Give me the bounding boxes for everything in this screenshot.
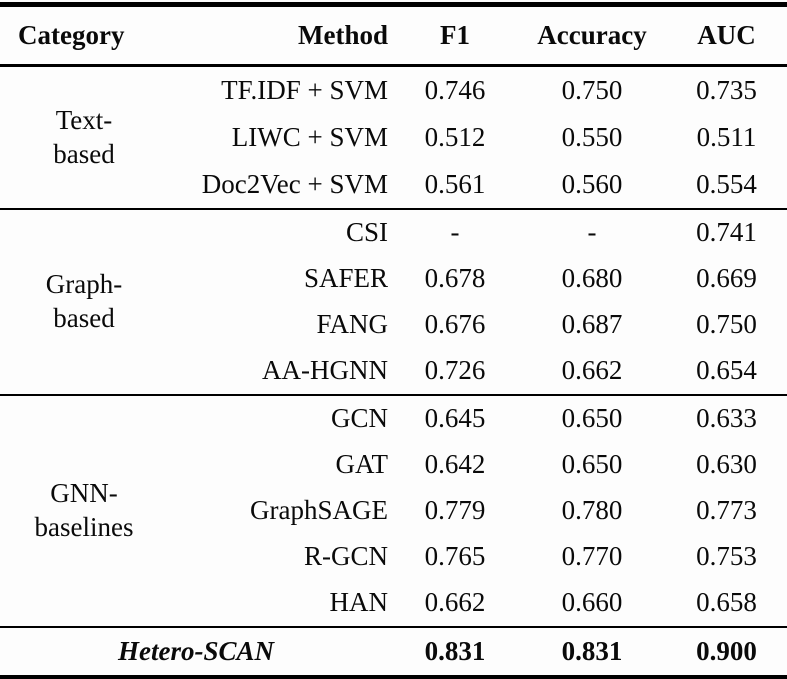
accuracy-cell: 0.780 — [561, 495, 623, 526]
footer-row-hetero-scan: Hetero-SCAN 0.831 0.831 0.900 — [0, 628, 787, 675]
f1-cell: 0.765 — [424, 541, 486, 572]
f1-cell: 0.662 — [424, 587, 486, 618]
method-cell: R-GCN — [303, 541, 388, 572]
accuracy-cell: - — [587, 217, 597, 248]
method-cell: HAN — [329, 587, 389, 618]
auc-cell: 0.669 — [696, 263, 757, 294]
method-cell: FANG — [316, 309, 388, 340]
method-cell: LIWC + SVM — [231, 121, 388, 152]
rule-section-divider — [0, 208, 787, 210]
section-gnn-baselines: GNN- baselines GCN 0.645 0.650 0.633 GAT… — [0, 396, 787, 626]
f1-cell: - — [450, 217, 460, 248]
method-cell: AA-HGNN — [262, 355, 388, 386]
rule-top — [0, 2, 787, 7]
f1-cell: 0.831 — [424, 635, 486, 666]
auc-cell: 0.633 — [696, 403, 757, 434]
auc-cell: 0.511 — [696, 121, 757, 152]
rule-bottom — [0, 675, 787, 679]
f1-cell: 0.746 — [424, 74, 486, 105]
accuracy-cell: 0.660 — [561, 587, 623, 618]
method-cell: GCN — [330, 403, 388, 434]
header-f1: F1 — [440, 19, 470, 50]
section-graph-based: Graph- based CSI - - 0.741 SAFER 0.678 0… — [0, 210, 787, 394]
f1-cell: 0.779 — [424, 495, 486, 526]
accuracy-cell: 0.750 — [561, 74, 623, 105]
accuracy-cell: 0.770 — [561, 541, 623, 572]
method-cell: GraphSAGE — [250, 495, 388, 526]
accuracy-cell: 0.662 — [561, 355, 623, 386]
method-cell: Doc2Vec + SVM — [201, 168, 388, 199]
auc-cell: 0.735 — [696, 74, 757, 105]
category-cell: Graph- based — [45, 269, 123, 333]
auc-cell: 0.658 — [696, 587, 757, 618]
f1-cell: 0.561 — [424, 168, 486, 199]
table-header-row: Category Method F1 Accuracy AUC — [0, 7, 787, 64]
method-cell: GAT — [335, 449, 389, 480]
f1-cell: 0.726 — [424, 355, 486, 386]
header-auc: AUC — [697, 19, 756, 50]
header-category: Category — [18, 19, 125, 50]
category-cell: Text- based — [53, 104, 115, 169]
category-cell: GNN- baselines — [34, 478, 134, 542]
f1-cell: 0.676 — [424, 309, 486, 340]
f1-cell: 0.642 — [424, 449, 486, 480]
accuracy-cell: 0.687 — [561, 309, 623, 340]
method-cell: CSI — [345, 217, 388, 248]
auc-cell: 0.554 — [696, 168, 757, 199]
model-name-cell: Hetero-SCAN — [117, 635, 274, 666]
header-method: Method — [298, 19, 388, 50]
auc-cell: 0.753 — [696, 541, 757, 572]
auc-cell: 0.654 — [696, 355, 757, 386]
auc-cell: 0.750 — [696, 309, 757, 340]
auc-cell: 0.630 — [696, 449, 757, 480]
method-cell: TF.IDF + SVM — [221, 74, 388, 105]
rule-section-divider — [0, 626, 787, 628]
f1-cell: 0.645 — [424, 403, 486, 434]
accuracy-cell: 0.680 — [561, 263, 623, 294]
auc-cell: 0.900 — [696, 635, 757, 666]
accuracy-cell: 0.560 — [561, 168, 623, 199]
header-accuracy: Accuracy — [537, 19, 647, 50]
auc-cell: 0.741 — [696, 217, 757, 248]
accuracy-cell: 0.650 — [561, 449, 623, 480]
f1-cell: 0.512 — [424, 121, 486, 152]
rule-below-header — [0, 64, 787, 67]
f1-cell: 0.678 — [424, 263, 486, 294]
auc-cell: 0.773 — [696, 495, 757, 526]
accuracy-cell: 0.831 — [561, 635, 623, 666]
rule-section-divider — [0, 394, 787, 396]
accuracy-cell: 0.650 — [561, 403, 623, 434]
accuracy-cell: 0.550 — [561, 121, 623, 152]
section-text-based: Text- based TF.IDF + SVM 0.746 0.750 0.7… — [0, 67, 787, 208]
method-cell: SAFER — [303, 263, 388, 294]
